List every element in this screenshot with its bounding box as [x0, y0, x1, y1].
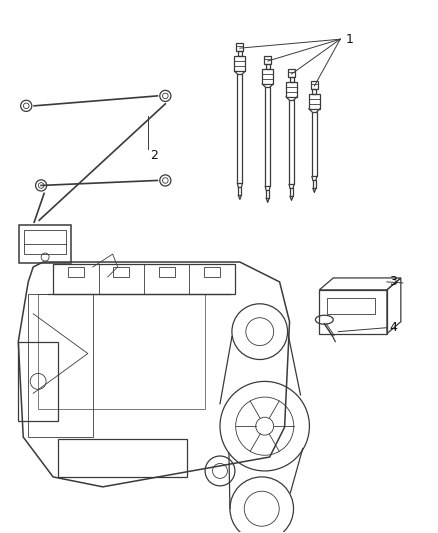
Text: 3: 3 [389, 276, 397, 288]
Text: 1: 1 [345, 33, 353, 46]
Text: 4: 4 [389, 321, 397, 334]
Text: 2: 2 [150, 149, 158, 161]
